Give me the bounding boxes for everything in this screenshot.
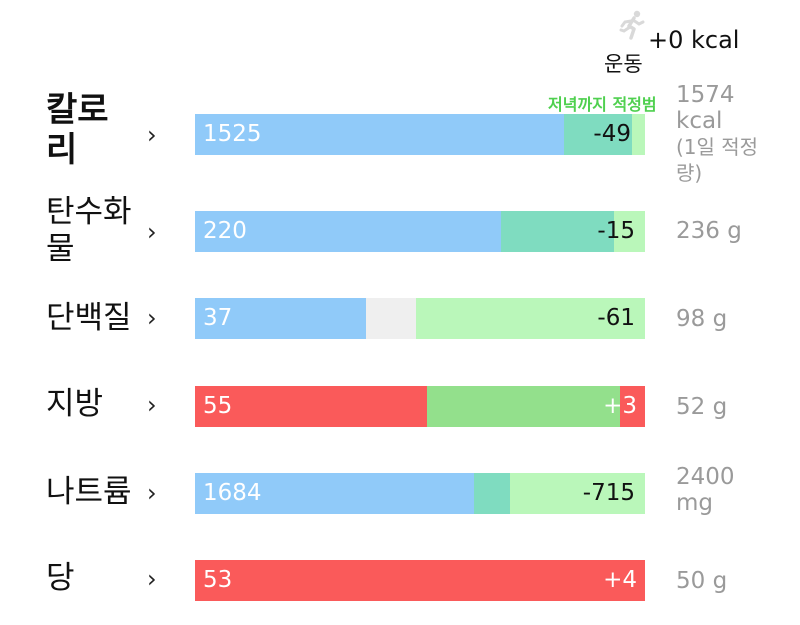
- current-value: 55: [203, 393, 233, 419]
- chevron-right-icon[interactable]: ›: [147, 479, 157, 507]
- diff-value: +4: [603, 567, 637, 593]
- consumed-segment: [195, 473, 474, 514]
- target-value: 50 g: [676, 568, 728, 594]
- nutrient-name: 탄수화 물: [46, 194, 132, 267]
- nutrient-name: 당: [46, 560, 75, 596]
- evening-range-label: 저녁까지 적정범: [548, 95, 657, 114]
- diff-value: +3: [603, 393, 637, 419]
- nutrient-name: 단백질: [46, 300, 132, 336]
- consumed-segment: [195, 114, 564, 155]
- target-value: 236 g: [676, 218, 742, 244]
- diff-value: -715: [582, 480, 635, 506]
- nutrient-name: 칼로 리: [46, 90, 109, 170]
- target-value: 98 g: [676, 306, 728, 332]
- exercise-label: 운동: [604, 52, 643, 76]
- target-value: 52 g: [676, 394, 728, 420]
- nutrient-row-carbs[interactable]: 탄수화 물 › 220 -15 236 g: [0, 190, 800, 270]
- chevron-right-icon[interactable]: ›: [147, 391, 157, 419]
- nutrient-row-sugar[interactable]: 당 › 53 +4 50 g: [0, 552, 800, 612]
- exercise-kcal: +0 kcal: [648, 26, 740, 54]
- current-value: 1525: [203, 121, 262, 147]
- diff-value: -15: [597, 218, 635, 244]
- progress-bar: 1684 -715: [195, 473, 645, 514]
- consumed-segment: [195, 211, 501, 252]
- current-value: 53: [203, 567, 233, 593]
- within-range-segment: [426, 386, 621, 427]
- current-value: 220: [203, 218, 247, 244]
- target-value: 2400 mg: [676, 464, 735, 516]
- nutrient-row-sodium[interactable]: 나트륨 › 1684 -715 2400 mg: [0, 462, 800, 526]
- nutrient-row-protein[interactable]: 단백질 › 37 -61 98 g: [0, 290, 800, 350]
- current-value: 37: [203, 305, 233, 331]
- progress-bar: 55 +3: [195, 386, 645, 427]
- nutrient-name: 지방: [46, 386, 104, 422]
- exercise-indicator[interactable]: 운동 +0 kcal: [604, 10, 754, 76]
- diff-value: -61: [597, 305, 635, 331]
- progress-bar: 220 -15: [195, 211, 645, 252]
- diff-value: -49: [593, 121, 631, 147]
- current-value: 1684: [203, 480, 262, 506]
- chevron-right-icon[interactable]: ›: [147, 565, 157, 593]
- chevron-right-icon[interactable]: ›: [147, 304, 157, 332]
- target-value: 1574 kcal (1일 적정 량): [676, 82, 759, 185]
- nutrient-row-calories[interactable]: 칼로 리 › 저녁까지 적정범 1525 -49 1574 kcal (1일 적…: [0, 82, 800, 188]
- chevron-right-icon[interactable]: ›: [147, 218, 157, 246]
- consumed-segment: [195, 298, 366, 339]
- progress-bar: 1525 -49: [195, 114, 645, 155]
- over-segment: [195, 560, 645, 601]
- chevron-right-icon[interactable]: ›: [147, 121, 157, 149]
- nutrient-row-fat[interactable]: 지방 › 55 +3 52 g: [0, 378, 800, 438]
- progress-bar: 37 -61: [195, 298, 645, 339]
- progress-bar: 53 +4: [195, 560, 645, 601]
- nutrient-name: 나트륨: [46, 474, 132, 510]
- running-person-icon: [619, 10, 645, 40]
